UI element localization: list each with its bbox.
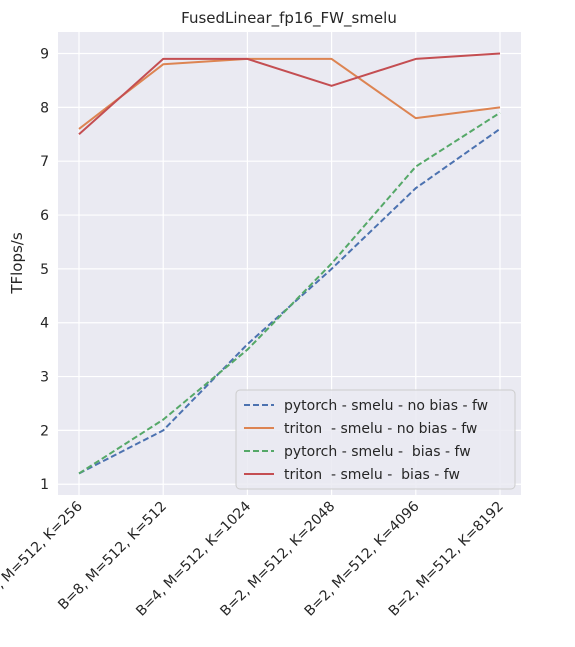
y-tick-label: 3 (40, 370, 49, 386)
y-tick-label: 6 (40, 208, 49, 224)
legend-label: pytorch - smelu - no bias - fw (284, 398, 488, 414)
chart-title: FusedLinear_fp16_FW_smelu (181, 9, 397, 28)
legend-label: triton - smelu - bias - fw (284, 467, 460, 483)
y-tick-label: 8 (40, 100, 49, 116)
y-tick-label: 5 (40, 262, 49, 278)
y-tick-label: 4 (40, 316, 49, 332)
legend-box (235, 389, 516, 490)
y-tick-label: 9 (40, 47, 49, 63)
series-layer (78, 52, 501, 475)
y-tick-label: 2 (40, 423, 49, 439)
y-axis-label: TFlops/s (8, 232, 26, 295)
series-line (78, 57, 501, 130)
y-tick-label: 7 (40, 154, 49, 170)
legend-label: triton - smelu - no bias - fw (284, 421, 477, 437)
grid (58, 32, 521, 495)
y-tick-label: 1 (40, 477, 49, 493)
series-line (78, 52, 501, 136)
series-line (78, 128, 501, 475)
legend: pytorch - smelu - no bias - fw triton - s… (235, 389, 516, 490)
legend-label: pytorch - smelu - bias - fw (284, 444, 471, 460)
y-ticks: 1 2 3 4 5 6 7 8 9 (40, 47, 49, 494)
series-line (78, 111, 501, 475)
